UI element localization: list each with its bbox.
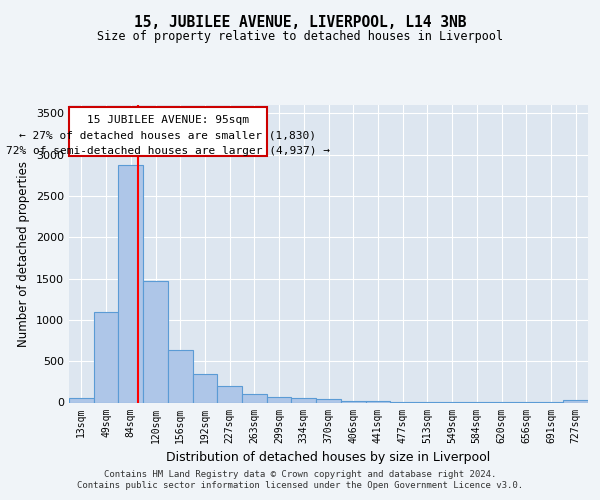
FancyBboxPatch shape xyxy=(69,106,267,156)
Y-axis label: Number of detached properties: Number of detached properties xyxy=(17,161,31,347)
Bar xyxy=(168,350,193,403)
Bar xyxy=(118,166,143,402)
Text: Contains public sector information licensed under the Open Government Licence v3: Contains public sector information licen… xyxy=(77,481,523,490)
Bar xyxy=(94,312,118,402)
Text: Size of property relative to detached houses in Liverpool: Size of property relative to detached ho… xyxy=(97,30,503,43)
Bar xyxy=(563,400,588,402)
Text: 72% of semi-detached houses are larger (4,937) →: 72% of semi-detached houses are larger (… xyxy=(6,146,330,156)
Text: Contains HM Land Registry data © Crown copyright and database right 2024.: Contains HM Land Registry data © Crown c… xyxy=(104,470,496,479)
Text: 15, JUBILEE AVENUE, LIVERPOOL, L14 3NB: 15, JUBILEE AVENUE, LIVERPOOL, L14 3NB xyxy=(134,15,466,30)
Bar xyxy=(292,398,316,402)
Bar xyxy=(242,394,267,402)
Bar xyxy=(316,399,341,402)
Bar xyxy=(193,374,217,402)
Text: 15 JUBILEE AVENUE: 95sqm: 15 JUBILEE AVENUE: 95sqm xyxy=(87,115,249,125)
Bar xyxy=(267,396,292,402)
Bar xyxy=(69,398,94,402)
Text: ← 27% of detached houses are smaller (1,830): ← 27% of detached houses are smaller (1,… xyxy=(19,130,316,140)
Bar xyxy=(143,281,168,402)
Bar xyxy=(217,386,242,402)
X-axis label: Distribution of detached houses by size in Liverpool: Distribution of detached houses by size … xyxy=(166,451,491,464)
Bar xyxy=(341,401,365,402)
